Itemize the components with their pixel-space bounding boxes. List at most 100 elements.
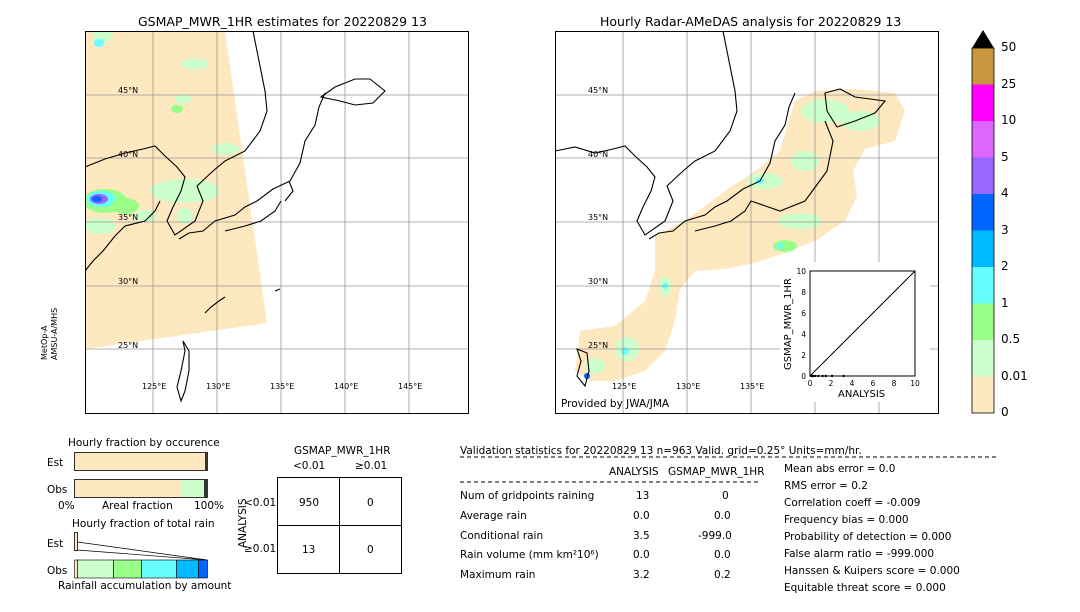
score-line: Equitable threat score = 0.000 [784,582,946,594]
contingency-cell: 950 [299,497,320,509]
scatter-point [817,374,820,378]
left-map [85,31,469,414]
left-lon-label: 145°E [398,382,423,391]
colorbar-swatch [972,121,994,158]
contingency-col-header: ≥0.01 [355,460,388,472]
colorbar-label: 0.5 [1001,332,1021,346]
stat-row-analysis: 3.2 [633,569,650,581]
stat-row-analysis: 0.0 [633,510,650,522]
scatter-ylabel: GSMAP_MWR_1HR [783,278,794,370]
stat-row-gsmap: 0.2 [714,569,731,581]
occurrence-title: Hourly fraction by occurence [68,437,220,449]
colorbar-arrow [972,30,994,48]
total-est-label: Est [47,538,64,550]
colorbar-swatch [972,303,994,340]
colorbar-label: 0 [1001,405,1009,419]
stat-row-gsmap: 0 [722,490,729,502]
stat-row-gsmap: 0.0 [714,549,731,561]
scatter-x-tick: 4 [850,379,855,388]
satellite-label-2: AMSU-A/MHS [50,307,59,360]
diagonal-line [809,270,916,377]
left-lat-label: 30°N [118,277,139,286]
occurrence-bars [74,452,208,498]
stat-row-label: Conditional rain [460,530,544,542]
contingency-cell: 13 [302,544,316,556]
colorbar-swatch [972,194,994,231]
scatter-y-tick: 4 [801,330,806,339]
coastlines [85,31,386,403]
validation-header: Validation statistics for 20220829 13 n=… [460,445,862,457]
stat-row-analysis: 13 [636,490,650,502]
right-lat-label: 35°N [588,213,609,222]
scatter-point [830,374,834,378]
colorbar-label: 25 [1001,76,1017,91]
score-line: Hanssen & Kuipers score = 0.000 [784,565,960,577]
contingency-grid [277,477,402,574]
left-map-title: GSMAP_MWR_1HR estimates for 20220829 13 [138,14,427,29]
scatter-point [814,374,817,378]
right-lon-label: 125°E [612,382,637,391]
contingency-title: GSMAP_MWR_1HR [294,445,391,457]
left-lon-label: 130°E [206,382,231,391]
right-map-title: Hourly Radar-AMeDAS analysis for 2022082… [600,14,902,29]
colorbar-label: 10 [1001,113,1017,127]
scatter-point [821,374,824,378]
occurrence-obs-label: Obs [47,484,68,496]
occurrence-est-label: Est [47,457,64,469]
left-lon-label: 125°E [142,382,167,391]
scatter-x-tick: 6 [871,379,876,388]
colorbar-swatch [972,230,994,267]
right-lat-label: 40°N [588,150,609,159]
colorbar-label: 5 [1001,149,1009,164]
colorbar-label: 1 [1001,295,1009,310]
contingency-row-header: ≥0.01 [244,543,277,555]
colorbar-swatch [972,84,994,121]
validation-col-header: ANALYSIS [609,466,659,478]
satellite-label-1: MetOp-A [40,325,49,360]
occurrence-axis-mid: Areal fraction [102,500,173,512]
score-line: Frequency bias = 0.000 [784,514,909,526]
stat-row-label: Average rain [460,510,527,522]
stat-row-label: Maximum rain [460,569,536,581]
scatter-point [824,374,827,378]
colorbar-label: 50 [1001,40,1017,54]
stat-row-gsmap: -999.0 [698,530,732,542]
left-lat-label: 45°N [118,86,139,95]
scatter-x-tick: 10 [910,379,920,388]
left-lon-label: 140°E [334,382,359,391]
score-line: RMS error = 0.2 [784,480,868,492]
total-rain-title: Hourly fraction of total rain [72,518,215,530]
validation-rules [460,456,996,483]
right-lon-label: 130°E [676,382,701,391]
stat-row-gsmap: 0.0 [714,510,731,522]
scatter-x-tick: 8 [892,379,897,388]
colorbar [971,30,995,414]
stat-row-label: Num of gridpoints raining [460,490,595,502]
coastlines [555,31,887,388]
colorbar-swatch [972,157,994,194]
colorbar-swatch [972,48,994,85]
left-lat-label: 25°N [118,341,139,350]
scatter-point [811,374,815,378]
colorbar-swatch [972,376,994,413]
right-lon-label: 135°E [740,382,765,391]
scatter-xlabel: ANALYSIS [838,389,886,400]
stat-row-analysis: 0.0 [633,549,650,561]
occurrence-axis-left: 0% [58,500,75,512]
scatter-x-tick: 0 [808,379,813,388]
colorbar-label: 3 [1001,222,1009,237]
scatter-y-tick: 0 [801,372,806,381]
scatter-inset: 00 2 2 4 4 6 6 8 8 10 10 [780,262,930,402]
scatter-y-tick: 8 [801,288,806,297]
contingency-row-header: <0.01 [244,497,277,509]
scatter-y-tick: 2 [801,351,806,360]
right-lat-label: 45°N [588,86,609,95]
colorbar-swatch [972,340,994,377]
total-rain-bars [74,532,208,579]
contingency-col-header: <0.01 [293,460,326,472]
right-lat-label: 30°N [588,277,609,286]
scatter-points [809,374,845,378]
scatter-point [842,374,845,378]
score-line: Correlation coeff = -0.009 [784,497,921,509]
colorbar-label: 2 [1001,259,1009,273]
